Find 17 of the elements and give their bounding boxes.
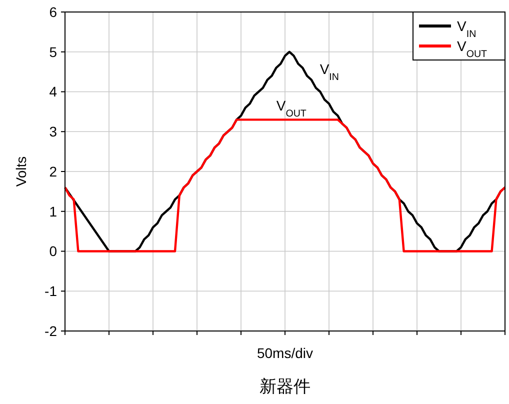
legend-label: V$_{IN}$ xyxy=(457,18,476,40)
x-axis-title: 50ms/div xyxy=(256,345,314,361)
y-tick-label: 5 xyxy=(49,44,58,60)
line-series xyxy=(64,118,506,252)
y-tick-label: -1 xyxy=(44,283,58,300)
y-tick-label: 1 xyxy=(49,203,58,220)
y-tick-label: 6 xyxy=(49,4,58,20)
legend-label: V$_{OUT}$ xyxy=(457,38,488,60)
y-tick-label: 2 xyxy=(49,163,58,180)
y-axis-title: Volts xyxy=(13,156,29,187)
annotation: V$_{IN}$ xyxy=(320,60,339,82)
text: 新器件 xyxy=(260,377,310,397)
y-tick-label: 3 xyxy=(49,124,58,140)
annotation: V$_{OUT}$ xyxy=(276,98,306,120)
y-tick-label: 4 xyxy=(49,84,58,100)
y-tick-label: 0 xyxy=(49,243,58,260)
y-tick-label: -2 xyxy=(44,322,58,339)
